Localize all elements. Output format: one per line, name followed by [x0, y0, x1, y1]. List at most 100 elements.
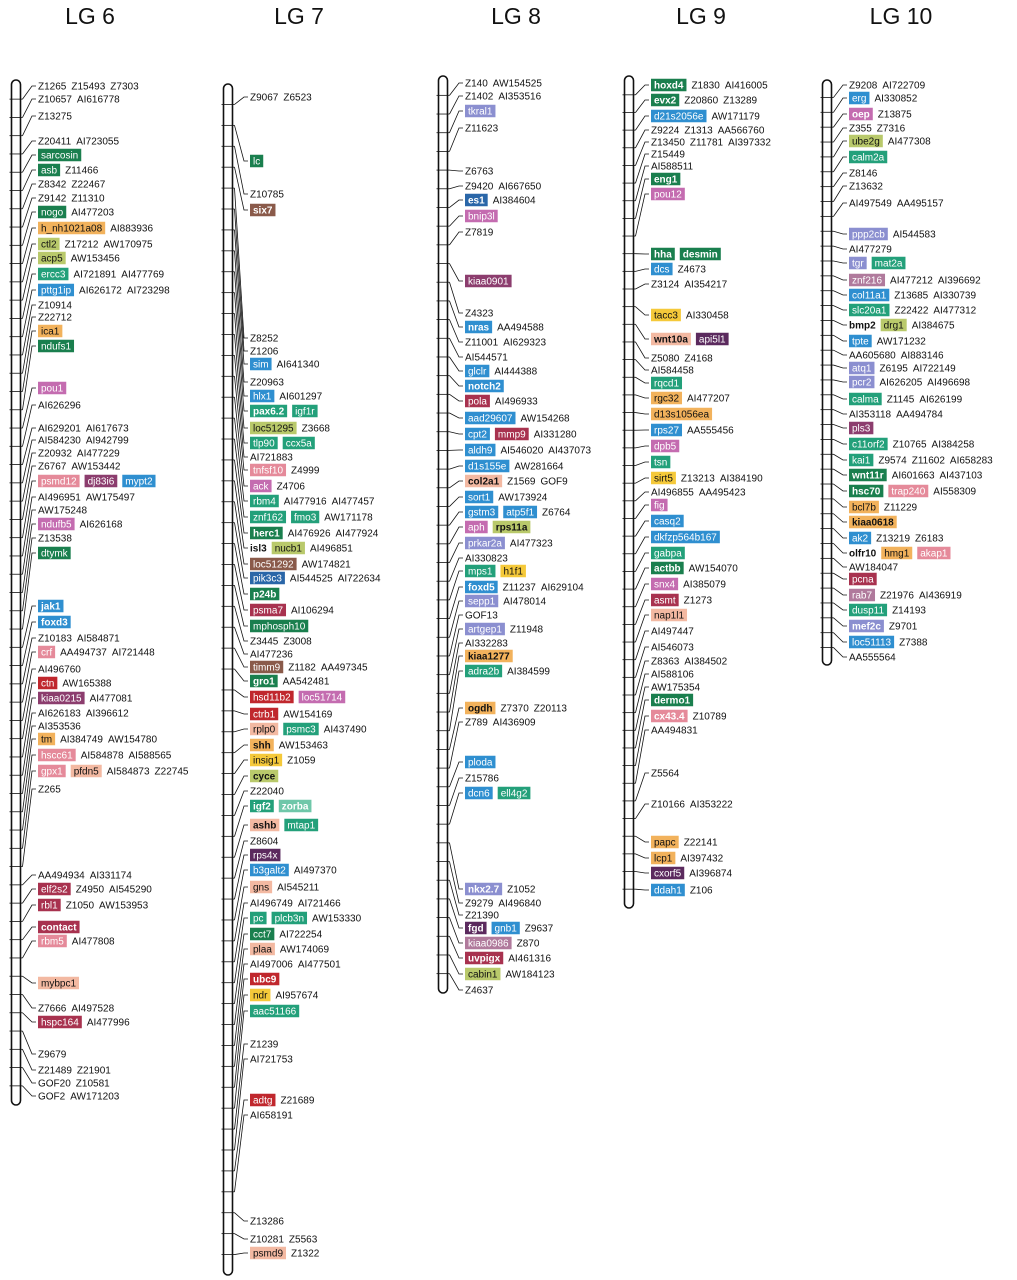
gene-box	[492, 520, 531, 534]
marker-label: Z3124	[651, 280, 680, 291]
marker-row: tacc3 AI330458	[622, 306, 729, 322]
marker-row: AI496951 AW175497	[9, 493, 135, 557]
marker-label: AI626296	[38, 401, 81, 412]
gene-label: rplp0	[253, 725, 276, 736]
gene-box	[651, 391, 683, 405]
gene-label: nap1l1	[654, 611, 684, 622]
marker-connector	[833, 84, 847, 98]
gene-box	[465, 209, 498, 223]
marker-connector	[234, 917, 248, 983]
marker-connector	[833, 558, 847, 568]
gene-label: eng1	[654, 175, 678, 186]
marker-row: slc20a1 Z22422 AI477312	[820, 303, 977, 317]
marker-row: AI332283	[436, 639, 508, 694]
marker-label: AI957674	[275, 991, 318, 1002]
marker-label: Z1569	[507, 477, 536, 488]
marker-connector	[635, 178, 649, 219]
linkage-group: LG 6 Z1265 Z15493 Z7303 Z10657 AI616778 Z13275…	[9, 3, 189, 1106]
marker-row: pc plcb3n AW153330	[221, 911, 362, 984]
gene-box	[465, 104, 496, 118]
marker-connector	[449, 231, 463, 246]
marker-row: mef2c Z9701	[820, 617, 918, 633]
marker-row: Z5080 Z4168	[622, 341, 713, 365]
marker-row: Z8252	[221, 187, 279, 345]
marker-label: AW171179	[712, 112, 761, 123]
marker-connector	[234, 1212, 248, 1222]
marker-connector	[635, 359, 649, 371]
marker-row: evx2 Z20860 Z13289	[622, 93, 758, 113]
gene-box	[465, 520, 488, 534]
gene-label: cpt2	[468, 430, 487, 441]
gene-box	[849, 515, 897, 529]
marker-row: nap1l1	[622, 608, 688, 643]
marker-connector	[22, 523, 36, 593]
marker-label: Z1273	[684, 596, 713, 607]
marker-row: Z9142 Z11310	[9, 194, 105, 228]
chromosome-bar	[222, 83, 234, 1276]
gene-box	[849, 484, 884, 498]
marker-row: AW184047	[820, 557, 899, 574]
marker-label: AI721448	[112, 648, 155, 659]
gene-label: dpb5	[654, 442, 677, 453]
marker-connector	[635, 324, 649, 340]
gene-label: mphosph10	[253, 622, 306, 633]
marker-label: GOF20	[38, 1079, 71, 1090]
marker-row: ppp2cb AI544583	[820, 227, 936, 241]
gene-label: nogo	[41, 208, 64, 219]
gene-box	[250, 1093, 276, 1107]
gene-label: tpte	[852, 337, 869, 348]
gene-box	[271, 541, 305, 555]
marker-label: Z1059	[287, 756, 316, 767]
marker-label: AW174069	[280, 945, 330, 956]
marker-connector	[234, 606, 248, 642]
gene-label: fmo3	[294, 513, 317, 524]
marker-connector	[833, 156, 847, 172]
gene-box	[465, 490, 494, 504]
marker-row: Z3445 Z3008	[221, 605, 312, 648]
gene-box	[465, 701, 496, 715]
marker-label: AI722254	[279, 930, 322, 941]
marker-label: AI496749	[250, 899, 293, 910]
gene-label: evx2	[654, 96, 677, 107]
gene-box	[849, 288, 890, 302]
marker-connector	[234, 96, 248, 105]
marker-row: hlx1 AI601297	[221, 271, 323, 403]
gene-label: rps27	[654, 426, 679, 437]
marker-row: col11a1 Z13685 AI330739	[820, 288, 976, 302]
marker-connector	[833, 140, 847, 158]
marker-row: AI496760	[9, 665, 81, 721]
gene-label: cxorf5	[654, 869, 682, 880]
gene-box	[651, 693, 694, 707]
marker-row: cabin1 AW184123	[436, 954, 555, 981]
gene-label: psmc3	[286, 725, 316, 736]
marker-connector	[833, 202, 847, 217]
gene-label: aldh9	[468, 446, 493, 457]
gene-label: foxd5	[468, 583, 495, 594]
gene-box	[465, 755, 496, 769]
marker-row: pou1	[9, 381, 67, 429]
marker-row: AI477279	[820, 245, 892, 256]
gene-label: drg1	[884, 321, 904, 332]
marker-label: Z5080	[651, 354, 680, 365]
marker-label: AI477808	[72, 937, 115, 948]
marker-label: Z13219	[876, 534, 910, 545]
marker-connector	[833, 113, 847, 128]
marker-connector	[635, 835, 649, 843]
marker-connector	[449, 480, 463, 489]
gene-label: asmt	[654, 596, 676, 607]
gene-label: p24b	[253, 590, 276, 601]
marker-row: AI584458	[622, 359, 694, 377]
marker-label: Z1830	[691, 81, 720, 92]
gene-label: gnb1	[495, 924, 518, 935]
gene-box	[651, 332, 691, 346]
marker-row: AA494831	[622, 726, 698, 784]
gene-box	[849, 150, 888, 164]
marker-connector	[22, 465, 36, 520]
marker-label: AI477229	[77, 449, 120, 460]
marker-label: AI496851	[310, 544, 353, 555]
marker-label: AI658283	[950, 456, 993, 467]
marker-connector	[449, 586, 463, 619]
marker-connector	[449, 917, 463, 944]
marker-connector	[449, 973, 463, 991]
marker-row: cx43.4 Z10789	[622, 709, 727, 767]
